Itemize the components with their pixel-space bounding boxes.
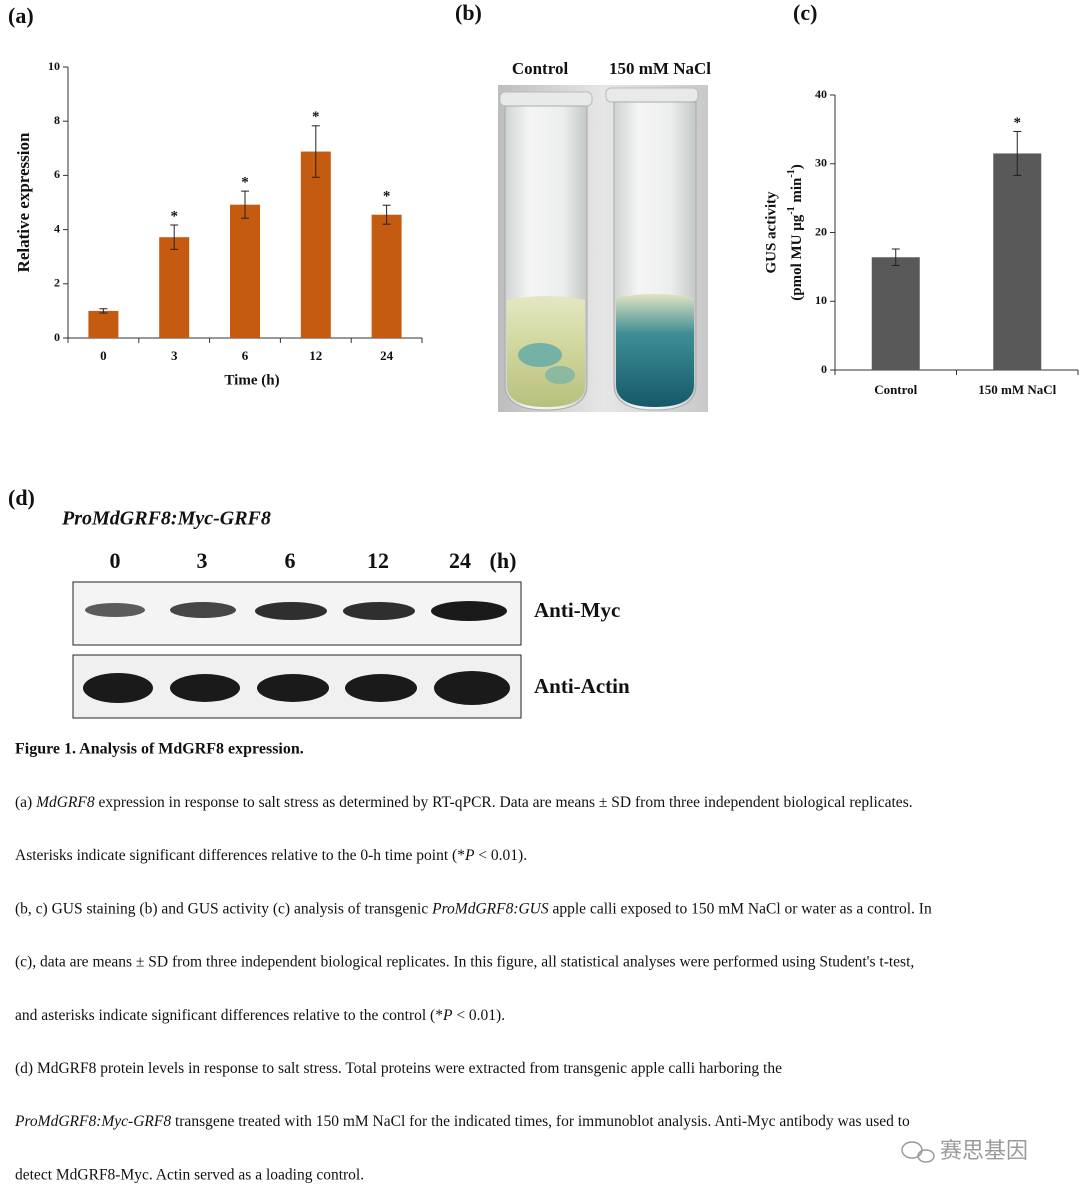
error-bar <box>891 248 900 266</box>
bar <box>88 310 119 338</box>
bar <box>230 204 260 338</box>
caption-line: (a) MdGRF8 expression in response to sal… <box>15 794 913 811</box>
y-tick-label: 20 <box>815 224 827 238</box>
y-tick-label: 10 <box>815 293 827 307</box>
caption-run: P <box>442 1006 453 1023</box>
y-tick-label: 0 <box>821 362 827 376</box>
error-bar <box>99 308 108 314</box>
panel-label: (b) <box>455 0 482 25</box>
y-tick-label: 40 <box>815 87 827 101</box>
y-tick-label: 6 <box>54 167 60 181</box>
caption-run: apple calli exposed to 150 mM NaCl or wa… <box>549 900 932 917</box>
y-axis-label: GUS activity <box>763 191 779 274</box>
significance-mark: * <box>1014 115 1022 131</box>
caption-run: (c), data are means ± SD from three inde… <box>15 953 914 970</box>
panel-label: (a) <box>8 3 34 28</box>
error-bar <box>241 190 249 219</box>
lane-label: 12 <box>367 548 389 573</box>
x-tick-label: 150 mM NaCl <box>978 382 1056 397</box>
caption-run: Asterisks indicate significant differenc… <box>15 847 465 864</box>
gus-photo <box>498 85 708 412</box>
caption-run: (d) MdGRF8 protein levels in response to… <box>15 1060 782 1077</box>
y-axis-unit: (pmol MU μg-1 min-1) <box>786 164 805 300</box>
error-bar <box>311 125 320 178</box>
y-tick-label: 8 <box>54 113 60 127</box>
bar <box>371 214 402 338</box>
significance-mark: * <box>312 109 320 125</box>
significance-mark: * <box>241 175 249 191</box>
error-bar <box>382 204 391 225</box>
y-axis-unit-part: (pmol MU μg <box>789 214 805 300</box>
x-tick-label: 0 <box>100 348 107 363</box>
error-bar <box>170 224 179 250</box>
western-blot <box>72 581 522 719</box>
watermark-icon <box>901 1141 935 1163</box>
caption-run: transgene treated with 150 mM NaCl for t… <box>171 1113 910 1130</box>
bar <box>993 153 1042 370</box>
caption-run: expression in response to salt stress as… <box>95 794 913 811</box>
lane-label: 6 <box>285 548 296 573</box>
photo-label: 150 mM NaCl <box>609 59 711 78</box>
lane-label: 3 <box>197 548 208 573</box>
caption-run: P <box>464 847 475 864</box>
y-tick-label: 2 <box>54 276 60 290</box>
x-tick-label: Control <box>874 382 917 397</box>
panel-label: (c) <box>793 0 817 25</box>
caption-run: < 0.01). <box>452 1006 505 1023</box>
blot-row-label: Anti-Actin <box>534 674 630 698</box>
caption-run: detect MdGRF8-Myc. Actin served as a loa… <box>15 1166 364 1183</box>
caption-title: Figure 1. Analysis of MdGRF8 expression. <box>15 741 304 758</box>
y-axis-unit-part: ) <box>789 164 805 169</box>
y-axis-unit-part: min <box>789 177 805 206</box>
caption-line: (b, c) GUS staining (b) and GUS activity… <box>15 900 932 917</box>
caption-run: and asterisks indicate significant diffe… <box>15 1006 443 1023</box>
y-tick-label: 10 <box>48 59 60 73</box>
significance-mark: * <box>170 208 178 224</box>
x-tick-label: 3 <box>171 348 178 363</box>
y-tick-label: 4 <box>54 221 60 235</box>
photo-label: Control <box>512 59 569 78</box>
caption-run: MdGRF8 <box>35 794 95 811</box>
caption-run: < 0.01). <box>474 847 527 864</box>
bar <box>300 151 331 338</box>
y-axis-label: Relative expression <box>14 132 33 272</box>
caption-line: Asterisks indicate significant differenc… <box>15 847 527 864</box>
x-axis-label: Time (h) <box>224 372 279 388</box>
caption-line: (c), data are means ± SD from three inde… <box>15 953 914 970</box>
bar <box>871 257 920 370</box>
watermark: 赛思基因 <box>940 1139 1028 1164</box>
y-tick-label: 0 <box>54 330 60 344</box>
blot-row-label: Anti-Myc <box>534 598 620 622</box>
error-bar <box>1013 130 1022 176</box>
x-tick-label: 6 <box>242 348 249 363</box>
y-tick-label: 30 <box>815 156 827 170</box>
caption-line: (d) MdGRF8 protein levels in response to… <box>15 1060 782 1077</box>
caption-line: detect MdGRF8-Myc. Actin served as a loa… <box>15 1166 364 1183</box>
caption-run: (b, c) GUS staining (b) and GUS activity… <box>15 900 432 917</box>
bar <box>159 237 190 338</box>
caption-run: (a) <box>15 794 36 811</box>
significance-mark: * <box>383 189 391 205</box>
caption-line: and asterisks indicate significant diffe… <box>15 1006 505 1023</box>
blot-title: ProMdGRF8:Myc-GRF8 <box>61 508 271 530</box>
x-tick-label: 12 <box>309 348 322 363</box>
panel-label: (d) <box>8 485 35 510</box>
caption-run: ProMdGRF8:GUS <box>431 900 549 917</box>
y-axis-unit-part: -1 <box>786 169 797 177</box>
y-axis-unit-part: -1 <box>786 206 797 214</box>
x-tick-label: 24 <box>380 348 394 363</box>
caption-line: ProMdGRF8:Myc-GRF8 transgene treated wit… <box>14 1113 910 1130</box>
caption-run: ProMdGRF8:Myc-GRF8 <box>14 1113 171 1130</box>
lane-label: 0 <box>110 548 121 573</box>
lane-unit: (h) <box>490 548 517 573</box>
lane-label: 24 <box>449 548 471 573</box>
